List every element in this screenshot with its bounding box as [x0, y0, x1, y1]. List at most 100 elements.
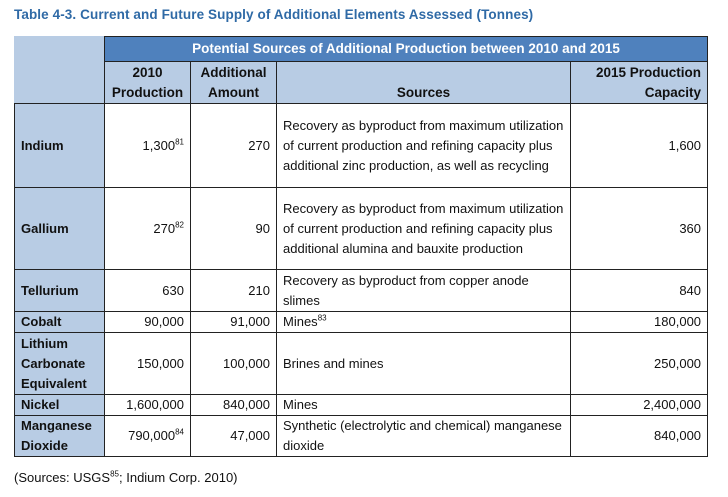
- sources-cell-text: Recovery as byproduct from copper anode …: [283, 272, 529, 308]
- table-caption: Table 4-3. Current and Future Supply of …: [14, 7, 534, 22]
- element-name-text: Tellurium: [21, 282, 79, 298]
- element-name-text: Manganese Dioxide: [21, 418, 92, 453]
- production-2010-cell-text: 150,000: [137, 355, 184, 371]
- additional-amount-cell-text: 47,000: [230, 428, 270, 443]
- sources-cell-footnote-ref: 83: [317, 313, 327, 323]
- production-2010-cell: 27082: [104, 187, 191, 270]
- element-name: Gallium: [14, 187, 105, 270]
- capacity-2015-cell-text: 840: [679, 282, 702, 298]
- element-name: Manganese Dioxide: [14, 415, 105, 457]
- table-row: Gallium 27082 90 Recovery as byproduct from…: [14, 187, 709, 270]
- element-name-text: Nickel: [21, 397, 60, 412]
- header-production-2010-line2: Production: [111, 84, 184, 100]
- capacity-2015-cell-text: 180,000: [654, 314, 702, 329]
- additional-amount-cell-text: 210: [248, 282, 270, 298]
- header-production-2010: 2010 Production: [104, 61, 191, 104]
- sources-footnote: (Sources: USGS85; Indium Corp. 2010): [14, 470, 238, 485]
- capacity-2015-cell-text: 840,000: [654, 428, 702, 443]
- footnote-ref: 85: [110, 469, 119, 479]
- sources-cell: Synthetic (electrolytic and chemical) ma…: [276, 415, 571, 457]
- sources-cell: Mines: [276, 394, 571, 416]
- table-row: Lithium Carbonate Equivalent 150,000 100,0…: [14, 332, 709, 395]
- capacity-2015-cell-text: 2,400,000: [643, 397, 702, 412]
- production-2010-cell: 790,00084: [104, 415, 191, 457]
- capacity-2015-cell-text: 360: [679, 220, 702, 236]
- element-name: Cobalt: [14, 311, 105, 333]
- header-additional-line1: Additional: [200, 64, 267, 80]
- additional-amount-cell: 91,000: [190, 311, 277, 333]
- table-banner: Potential Sources of Additional Producti…: [103, 36, 709, 62]
- production-2010-cell: 630: [104, 269, 191, 312]
- element-name: Nickel: [14, 394, 105, 416]
- production-2010-cell: 1,600,000: [104, 394, 191, 416]
- capacity-2015-cell-text: 1,600: [668, 137, 702, 153]
- header-capacity-line1: 2015 Production: [596, 64, 702, 80]
- sources-cell: Brines and mines: [276, 332, 571, 395]
- production-2010-cell: 1,30081: [104, 103, 191, 188]
- production-2010-cell-text: 790,000: [128, 428, 176, 443]
- capacity-2015-cell-text: 250,000: [654, 355, 702, 371]
- element-name: Indium: [14, 103, 105, 188]
- element-name-text: Lithium Carbonate Equivalent: [21, 335, 87, 391]
- production-2010-cell: 90,000: [104, 311, 191, 333]
- additional-amount-cell: 210: [190, 269, 277, 312]
- production-2010-cell-footnote-ref: 81: [175, 137, 184, 147]
- production-2010-cell-text: 630: [162, 282, 184, 298]
- sources-cell-text: Recovery as byproduct from maximum utili…: [283, 117, 564, 173]
- capacity-2015-cell: 1,600: [569, 103, 709, 188]
- sources-cell: Mines83: [276, 311, 571, 333]
- element-name-text: Indium: [21, 137, 64, 153]
- additional-amount-cell-text: 91,000: [230, 314, 270, 329]
- production-2010-cell-footnote-ref: 82: [175, 220, 184, 230]
- capacity-2015-cell: 250,000: [569, 332, 709, 395]
- table-row: Cobalt 90,000 91,000 Mines83 180,000: [14, 311, 709, 333]
- sources-cell: Recovery as byproduct from maximum utili…: [276, 103, 571, 188]
- production-2010-cell-text: 1,300: [142, 137, 176, 153]
- additional-amount-cell-text: 100,000: [223, 355, 270, 371]
- table-row: Manganese Dioxide 790,00084 47,000 Syntheti…: [14, 415, 709, 457]
- element-name-text: Gallium: [21, 220, 69, 236]
- header-capacity-line2: Capacity: [644, 84, 702, 100]
- additional-amount-cell: 270: [190, 103, 277, 188]
- header-sources: Sources: [276, 61, 571, 104]
- sources-cell-text: Recovery as byproduct from maximum utili…: [283, 200, 564, 256]
- table-body: Indium 1,30081 270 Recovery as byproduct fr…: [14, 103, 709, 457]
- sources-cell-text: Mines: [283, 397, 318, 412]
- production-2010-cell: 150,000: [104, 332, 191, 395]
- footnote-prefix: (Sources: USGS: [14, 470, 111, 485]
- sources-cell: Recovery as byproduct from copper anode …: [276, 269, 571, 312]
- footnote-suffix: ; Indium Corp. 2010): [119, 470, 238, 485]
- header-capacity-2015: 2015 Production Capacity: [569, 61, 709, 104]
- header-production-2010-line1: 2010: [132, 64, 163, 80]
- table-corner: [14, 36, 105, 104]
- production-2010-cell-footnote-ref: 84: [175, 427, 184, 437]
- header-sources-label: Sources: [396, 85, 451, 100]
- element-name-text: Cobalt: [21, 314, 62, 329]
- capacity-2015-cell: 840,000: [569, 415, 709, 457]
- additional-amount-cell: 47,000: [190, 415, 277, 457]
- element-name: Lithium Carbonate Equivalent: [14, 332, 105, 395]
- capacity-2015-cell: 360: [569, 187, 709, 270]
- sources-cell-text: Mines: [283, 314, 318, 329]
- capacity-2015-cell: 2,400,000: [569, 394, 709, 416]
- table-row: Tellurium 630 210 Recovery as byproduct fro…: [14, 269, 709, 312]
- additional-amount-cell: 100,000: [190, 332, 277, 395]
- additional-amount-cell: 90: [190, 187, 277, 270]
- additional-amount-cell-text: 90: [255, 220, 270, 236]
- sources-cell-text: Brines and mines: [283, 355, 384, 371]
- capacity-2015-cell: 840: [569, 269, 709, 312]
- capacity-2015-cell: 180,000: [569, 311, 709, 333]
- additional-amount-cell-text: 840,000: [223, 397, 270, 412]
- element-name: Tellurium: [14, 269, 105, 312]
- production-2010-cell-text: 90,000: [144, 314, 184, 329]
- additional-amount-cell-text: 270: [248, 137, 270, 153]
- production-2010-cell-text: 270: [153, 220, 176, 236]
- additional-amount-cell: 840,000: [190, 394, 277, 416]
- header-additional-line2: Amount: [208, 84, 259, 100]
- supply-table: Potential Sources of Additional Producti…: [14, 36, 709, 457]
- production-2010-cell-text: 1,600,000: [126, 397, 184, 412]
- sources-cell-text: Synthetic (electrolytic and chemical) ma…: [283, 418, 562, 453]
- table-row: Indium 1,30081 270 Recovery as byproduct fr…: [14, 103, 709, 188]
- header-additional-amount: Additional Amount: [190, 61, 277, 104]
- sources-cell: Recovery as byproduct from maximum utili…: [276, 187, 571, 270]
